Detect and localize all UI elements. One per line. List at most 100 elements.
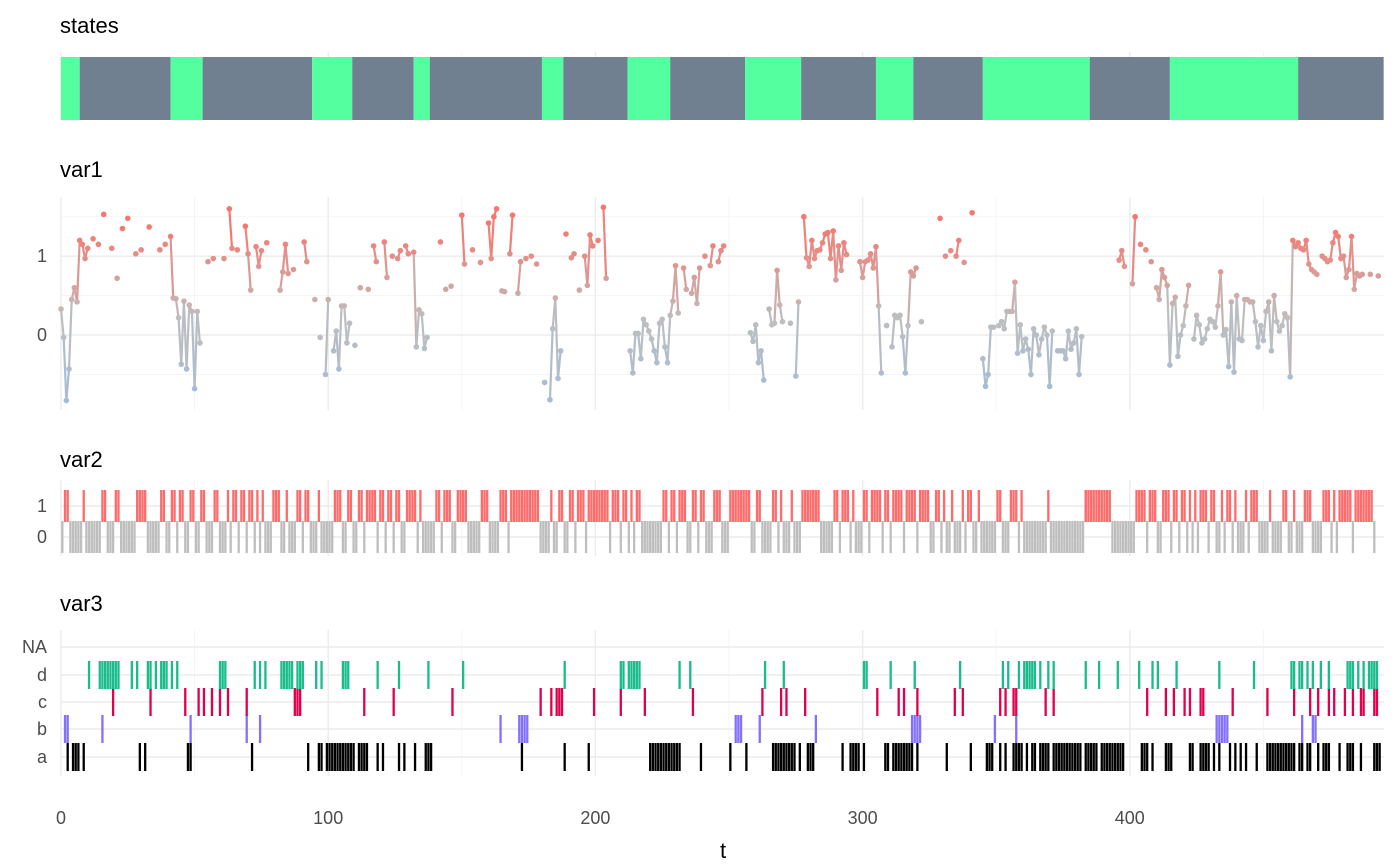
- var3-bar-c: [961, 688, 964, 716]
- var2-bar-1: [1327, 490, 1331, 522]
- var1-point: [670, 298, 676, 304]
- var1-point: [581, 253, 588, 259]
- var3-bar-d: [149, 661, 152, 689]
- var1-point: [1185, 282, 1192, 289]
- var1-point: [333, 328, 340, 334]
- var1-point: [603, 275, 609, 282]
- var2-bar-0: [1111, 521, 1114, 553]
- var2-bar-0: [1031, 521, 1034, 553]
- var2-bar-0: [280, 521, 283, 553]
- var2-bar-1: [755, 490, 759, 522]
- var3-bar-d: [1218, 661, 1221, 689]
- var2-bar-0: [1319, 521, 1323, 553]
- var1-point: [1060, 348, 1066, 354]
- var3-bar-d: [1362, 661, 1365, 689]
- var3-bar-a: [1073, 743, 1077, 771]
- var3-bar-d: [162, 661, 166, 689]
- var1-point: [1033, 332, 1040, 338]
- var2-bar-1: [1346, 490, 1349, 522]
- var1-line-segment: [810, 239, 816, 260]
- var3-bar-a: [1279, 743, 1282, 771]
- var2-bar-1: [841, 490, 844, 522]
- var1-point: [191, 385, 198, 392]
- var1-point: [1017, 322, 1024, 328]
- var1-line-segment: [420, 312, 426, 350]
- var3-bar-a: [1167, 743, 1170, 771]
- var1-point: [205, 258, 211, 265]
- var2-bar-1: [918, 490, 922, 522]
- var2-bar-0: [820, 521, 823, 553]
- var3-bar-c: [184, 688, 187, 716]
- var2-bar-0: [1236, 521, 1240, 553]
- var1-point: [1306, 261, 1312, 267]
- var2-bar-0: [539, 521, 542, 553]
- var1-point: [830, 228, 837, 234]
- var2-bar-0: [1132, 521, 1135, 553]
- var2-bar-0: [491, 521, 494, 553]
- var3-bar-d: [1028, 661, 1031, 689]
- var2-bar-1: [1309, 490, 1312, 522]
- var2-y-tick-label: 0: [37, 527, 47, 547]
- var3-bar-c: [296, 688, 299, 716]
- var3-bar-b: [499, 715, 502, 743]
- panel-title-states: states: [60, 13, 119, 38]
- var1-point: [1212, 324, 1219, 330]
- var2-bar-1: [232, 490, 235, 522]
- var1-line-segment: [1064, 330, 1070, 360]
- var2-bar-0: [1017, 521, 1021, 553]
- var2-bar-1: [908, 490, 911, 522]
- var2-bar-1: [681, 490, 684, 522]
- var2-bar-1: [261, 490, 264, 522]
- var3-bar-a: [910, 743, 914, 771]
- var1-line-segment: [196, 310, 202, 345]
- var2-bar-1: [662, 490, 665, 522]
- var3-bar-a: [587, 743, 590, 771]
- var1-panel: 01: [37, 197, 1384, 410]
- var1-point: [779, 318, 786, 325]
- var1-line-segment: [548, 327, 554, 401]
- var2-bar-0: [547, 521, 550, 553]
- var2-bar-1: [395, 490, 398, 522]
- var2-bar-1: [365, 490, 369, 522]
- var2-bar-0: [384, 521, 387, 553]
- var1-point: [1260, 337, 1267, 344]
- var2-bar-1: [1135, 490, 1138, 522]
- var2-bar-0: [542, 521, 545, 553]
- var1-point: [352, 342, 358, 349]
- var3-bar-d: [782, 661, 785, 689]
- var3-bar-a: [1287, 743, 1290, 771]
- var3-y-tick-label: NA: [22, 637, 47, 657]
- var1-point: [549, 325, 556, 332]
- var3-bar-d: [689, 661, 692, 689]
- var2-bar-1: [216, 490, 219, 522]
- var2-bar-0: [1295, 521, 1298, 553]
- var1-point: [509, 212, 516, 218]
- var3-bar-c: [1146, 688, 1149, 716]
- var2-bar-0: [146, 521, 150, 553]
- var3-bar-a: [969, 743, 972, 771]
- var1-point: [1346, 266, 1352, 273]
- var2-bar-1: [459, 490, 462, 522]
- var1-point: [186, 302, 193, 308]
- var2-bar-0: [264, 521, 267, 553]
- var2-bar-0: [1023, 521, 1026, 553]
- var2-bar-0: [194, 521, 198, 553]
- var3-bar-d: [160, 661, 163, 689]
- var3-bar-d: [1175, 661, 1178, 689]
- var2-bar-1: [1199, 490, 1202, 522]
- var3-bar-a: [1234, 743, 1237, 771]
- var2-bar-1: [141, 490, 144, 522]
- var1-point: [1359, 271, 1366, 278]
- var3-bar-c: [558, 688, 561, 716]
- var1-line-segment: [1077, 335, 1083, 376]
- var3-bar-d: [1084, 661, 1087, 689]
- var3-bar-d: [1319, 661, 1323, 689]
- var1-line-segment: [1182, 304, 1188, 327]
- var2-bar-1: [1138, 490, 1141, 522]
- var2-bar-0: [902, 521, 906, 553]
- var2-bar-0: [453, 521, 457, 553]
- var2-bar-1: [408, 490, 411, 522]
- var3-bar-a: [320, 743, 323, 771]
- var1-line-segment: [674, 264, 680, 315]
